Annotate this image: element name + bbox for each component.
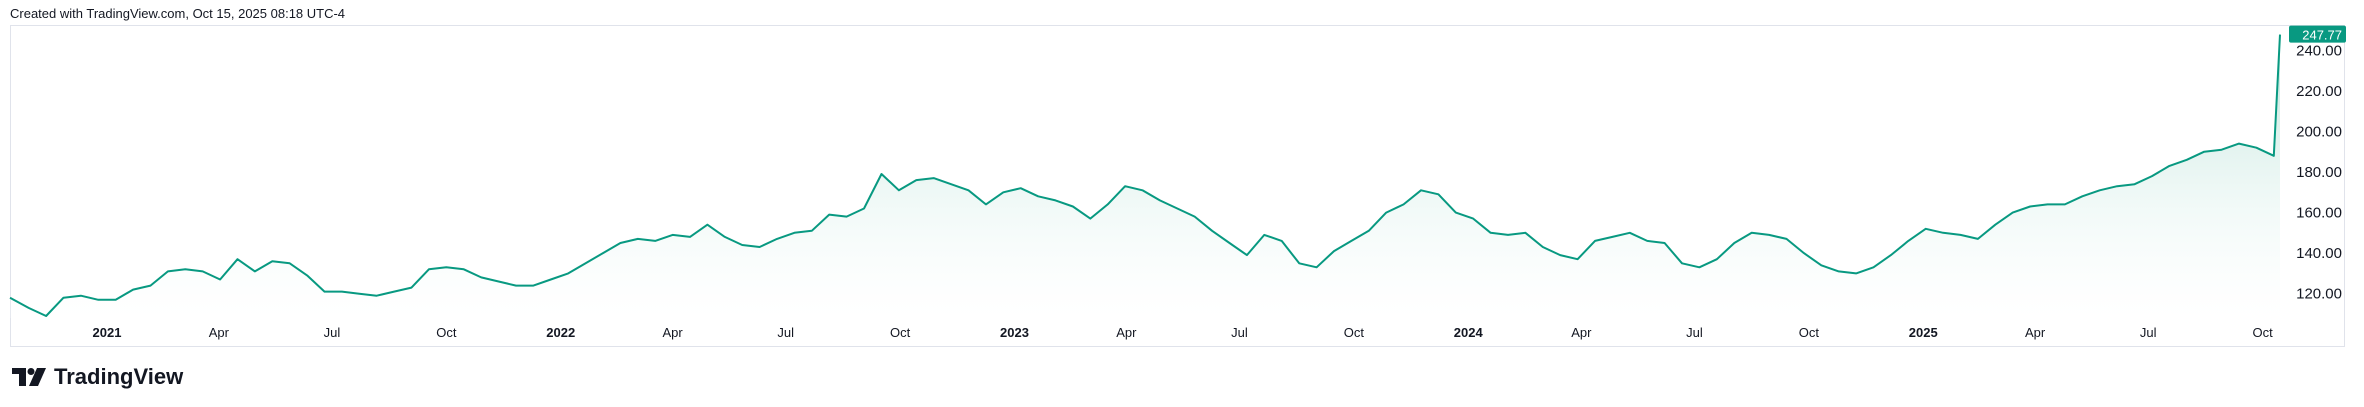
x-tick-label: 2024: [1454, 325, 1484, 340]
x-tick-label: Apr: [2025, 325, 2046, 340]
tradingview-logo-icon: [12, 368, 46, 386]
x-tick-label: Jul: [1231, 325, 1248, 340]
y-tick-label: 240.00: [2296, 42, 2342, 59]
price-area-fill: [10, 34, 2280, 318]
x-tick-label: Apr: [662, 325, 683, 340]
x-tick-label: Apr: [1571, 325, 1592, 340]
last-price-tag: 247.77: [2289, 25, 2346, 43]
x-tick-label: Oct: [1344, 325, 1365, 340]
last-price-tag-bg: [2289, 25, 2346, 43]
y-tick-label: 160.00: [2296, 205, 2342, 222]
tradingview-logo-text: TradingView: [54, 364, 184, 389]
x-tick-label: Jul: [1686, 325, 1703, 340]
x-tick-label: Oct: [890, 325, 911, 340]
y-tick-label: 180.00: [2296, 164, 2342, 181]
price-line: [9, 34, 2281, 317]
y-tick-label: 220.00: [2296, 83, 2342, 100]
x-tick-label: Jul: [777, 325, 794, 340]
x-tick-label: 2022: [546, 325, 575, 340]
y-tick-label: 140.00: [2296, 245, 2342, 262]
price-chart[interactable]: 120.00 140.00 160.00 180.00 200.00 220.00 240.…: [0, 0, 2364, 350]
x-tick-label: 2025: [1909, 325, 1938, 340]
x-tick-label: Jul: [324, 325, 341, 340]
x-tick-label: Oct: [1799, 325, 1820, 340]
x-tick-label: Jul: [2140, 325, 2157, 340]
x-tick-label: Apr: [1116, 325, 1137, 340]
chart-caption: Created with TradingView.com, Oct 15, 20…: [10, 6, 346, 21]
y-tick-label: 200.00: [2296, 123, 2342, 140]
x-tick-label: Oct: [436, 325, 457, 340]
x-tick-label: Apr: [209, 325, 230, 340]
x-tick-label: Oct: [2252, 325, 2273, 340]
x-tick-label: 2021: [93, 325, 122, 340]
y-tick-label: 120.00: [2296, 286, 2342, 303]
last-price-label: 247.77: [2302, 28, 2342, 43]
tradingview-logo[interactable]: TradingView: [12, 364, 183, 390]
chart-frame: [10, 25, 2345, 347]
x-tick-label: 2023: [1000, 325, 1029, 340]
